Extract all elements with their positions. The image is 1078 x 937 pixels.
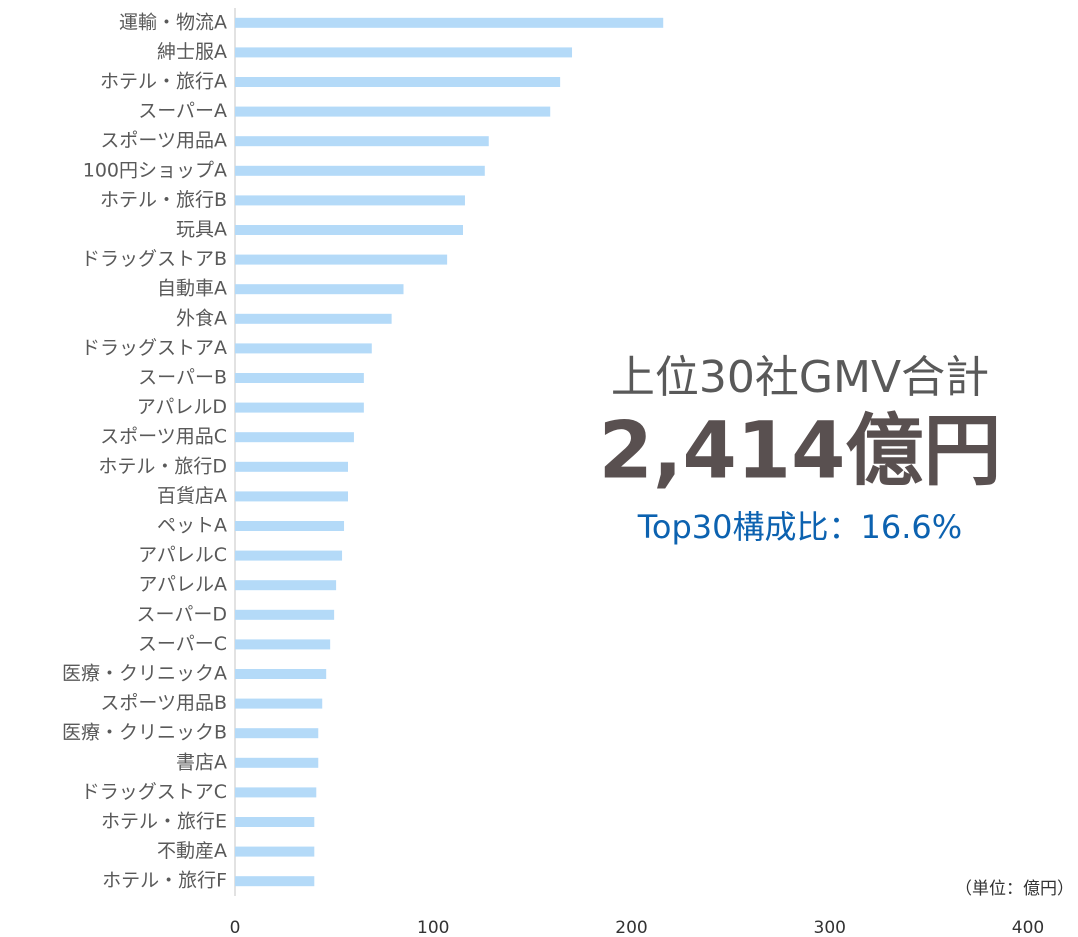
annotation-ratio: Top30構成比：16.6% (637, 508, 962, 546)
y-tick-label: ドラッグストアB (81, 248, 227, 270)
y-tick-label: アパレルC (138, 544, 227, 566)
bar (235, 521, 345, 531)
bar (235, 313, 392, 324)
y-tick-label: スポーツ用品C (100, 426, 227, 448)
y-tick-label: 玩具A (176, 219, 227, 241)
y-tick-label: 100円ショップA (83, 159, 227, 181)
bar (235, 47, 573, 58)
y-tick-label: 自動車A (157, 278, 227, 300)
bar (235, 225, 463, 235)
y-tick-label: 百貨店A (157, 485, 227, 507)
bar (235, 669, 327, 679)
bar (235, 77, 561, 87)
x-tick-label: 400 (1012, 918, 1044, 937)
y-tick-label: スーパーC (138, 633, 227, 655)
bar (235, 402, 364, 413)
y-tick-label: スポーツ用品A (100, 130, 227, 152)
y-tick-label: 紳士服A (157, 41, 227, 63)
y-tick-label: アパレルD (137, 396, 227, 418)
y-tick-label: 運輸・物流A (119, 11, 227, 33)
bar (235, 373, 364, 383)
bar (235, 195, 465, 206)
bar (235, 876, 315, 887)
bar (235, 136, 489, 147)
y-tick-label: スーパーB (138, 367, 227, 389)
y-tick-label: ホテル・旅行A (100, 71, 227, 93)
bar (235, 728, 319, 739)
y-tick-label: 書店A (176, 751, 227, 773)
y-tick-label: ホテル・旅行E (101, 811, 227, 833)
y-tick-label: スポーツ用品B (100, 692, 227, 714)
bar (235, 817, 315, 827)
bar (235, 165, 485, 176)
y-tick-label: ドラッグストアC (81, 781, 227, 803)
y-tick-label: ホテル・旅行B (100, 189, 227, 211)
bar (235, 846, 315, 857)
y-tick-label: 医療・クリニックA (62, 663, 227, 685)
y-tick-label: スーパーA (138, 100, 227, 122)
bar (235, 106, 551, 117)
bar (235, 609, 335, 620)
y-tick-label: ホテル・旅行F (102, 870, 227, 892)
y-tick-label: ホテル・旅行D (98, 455, 227, 477)
bar (235, 343, 372, 354)
bar (235, 432, 354, 443)
bar (235, 284, 404, 295)
annotation-total: 2,414億円 (599, 406, 1002, 496)
bar (235, 550, 343, 561)
bar (235, 580, 337, 591)
annotation-heading: 上位30社GMV合計 (611, 352, 989, 403)
y-tick-label: アパレルA (138, 574, 227, 596)
y-tick-label: 不動産A (157, 840, 227, 862)
bar (235, 787, 317, 798)
bar (235, 757, 319, 768)
bar (235, 17, 664, 28)
y-tick-label: スーパーD (137, 603, 227, 625)
unit-label: （単位：億円） (955, 879, 1074, 899)
bar (235, 461, 349, 472)
y-tick-label: 医療・クリニックB (62, 722, 227, 744)
y-tick-label: ドラッグストアA (81, 337, 227, 359)
x-tick-label: 300 (814, 918, 846, 937)
bar (235, 639, 331, 650)
bar (235, 491, 349, 502)
x-tick-label: 200 (615, 918, 647, 937)
bar (235, 698, 323, 709)
y-tick-label: 外食A (176, 307, 227, 329)
x-tick-label: 0 (230, 918, 241, 937)
bar (235, 254, 448, 265)
y-tick-label: ペットA (157, 515, 227, 537)
x-tick-label: 100 (417, 918, 449, 937)
